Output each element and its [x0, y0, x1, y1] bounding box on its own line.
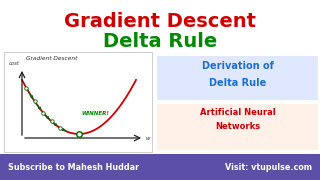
Text: Delta Rule: Delta Rule	[103, 32, 217, 51]
Text: Networks: Networks	[215, 122, 260, 131]
Text: Gradient Descent: Gradient Descent	[64, 12, 256, 31]
Text: cost: cost	[9, 61, 20, 66]
Bar	[4, 52, 152, 152]
Text: Subscribe to Mahesh Huddar: Subscribe to Mahesh Huddar	[8, 163, 139, 172]
Text: Visit: vtupulse.com: Visit: vtupulse.com	[225, 163, 312, 172]
Text: Artificial Neural: Artificial Neural	[200, 108, 276, 117]
Text: w: w	[146, 136, 150, 141]
Text: Delta Rule: Delta Rule	[209, 78, 266, 88]
Bar	[157, 104, 318, 150]
Text: Gradient Descent: Gradient Descent	[26, 56, 77, 61]
Bar	[0, 154, 320, 180]
Text: WINNER!: WINNER!	[81, 111, 109, 116]
Bar	[157, 56, 318, 100]
Text: Derivation of: Derivation of	[202, 61, 273, 71]
